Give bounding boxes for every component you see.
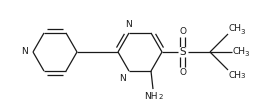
Text: O: O — [179, 27, 186, 36]
Text: 3: 3 — [239, 73, 244, 79]
Text: S: S — [179, 47, 186, 57]
Text: CH: CH — [232, 48, 245, 56]
Text: CH: CH — [228, 71, 241, 80]
Text: N: N — [119, 74, 125, 83]
Text: CH: CH — [228, 24, 241, 33]
Text: 3: 3 — [243, 51, 248, 57]
Text: N: N — [21, 48, 28, 56]
Text: 2: 2 — [158, 94, 163, 100]
Text: O: O — [179, 68, 186, 77]
Text: NH: NH — [144, 92, 157, 101]
Text: 3: 3 — [239, 29, 244, 35]
Text: N: N — [125, 20, 132, 29]
